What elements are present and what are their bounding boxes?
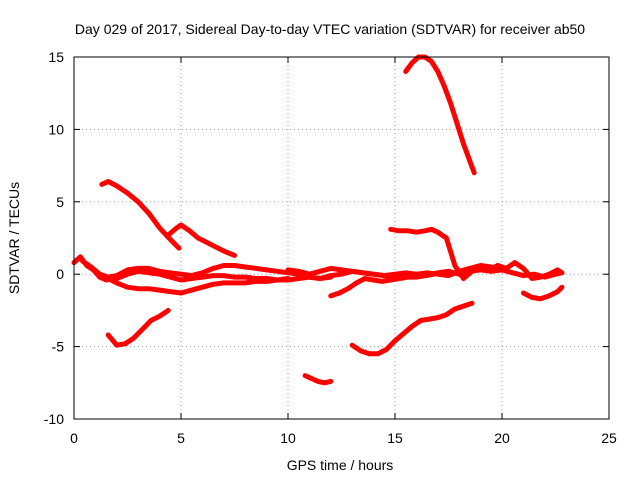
y-tick-label: 10	[48, 121, 64, 137]
chart-title: Day 029 of 2017, Sidereal Day-to-day VTE…	[75, 21, 585, 37]
series-line-trace-6	[80, 258, 334, 281]
axis-ticks	[73, 56, 610, 420]
y-tick-label: 0	[56, 266, 64, 282]
series-line-trace-1	[403, 54, 477, 176]
series-line-trace-2	[99, 179, 182, 251]
series-line-trace-10	[520, 284, 565, 302]
y-tick-label: -10	[44, 411, 64, 427]
y-axis-label: SDTVAR / TECUs	[6, 182, 22, 294]
y-tick-label: 15	[48, 49, 64, 65]
x-tick-labels: 0 5 10 15 20 25	[70, 430, 617, 446]
x-tick-label: 0	[70, 430, 78, 446]
plot-frame	[73, 56, 610, 420]
grid	[74, 57, 609, 419]
series-line-trace-11	[105, 307, 171, 348]
x-tick-label: 5	[177, 430, 185, 446]
x-tick-label: 15	[387, 430, 403, 446]
y-tick-label: 5	[56, 194, 64, 210]
series-line-trace-9	[328, 271, 436, 299]
x-tick-label: 20	[494, 430, 510, 446]
x-tick-label: 25	[601, 430, 617, 446]
series-line-trace-3	[165, 222, 237, 258]
series-line-trace-12	[349, 300, 475, 357]
series-line-trace-13	[302, 373, 334, 386]
y-tick-labels: -10 -5 0 5 10 15	[44, 49, 64, 427]
x-tick-label: 10	[280, 430, 296, 446]
x-axis-label: GPS time / hours	[287, 457, 394, 473]
y-tick-label: -5	[52, 339, 65, 355]
series-line-trace-7	[97, 273, 291, 296]
series-traces	[71, 54, 565, 386]
